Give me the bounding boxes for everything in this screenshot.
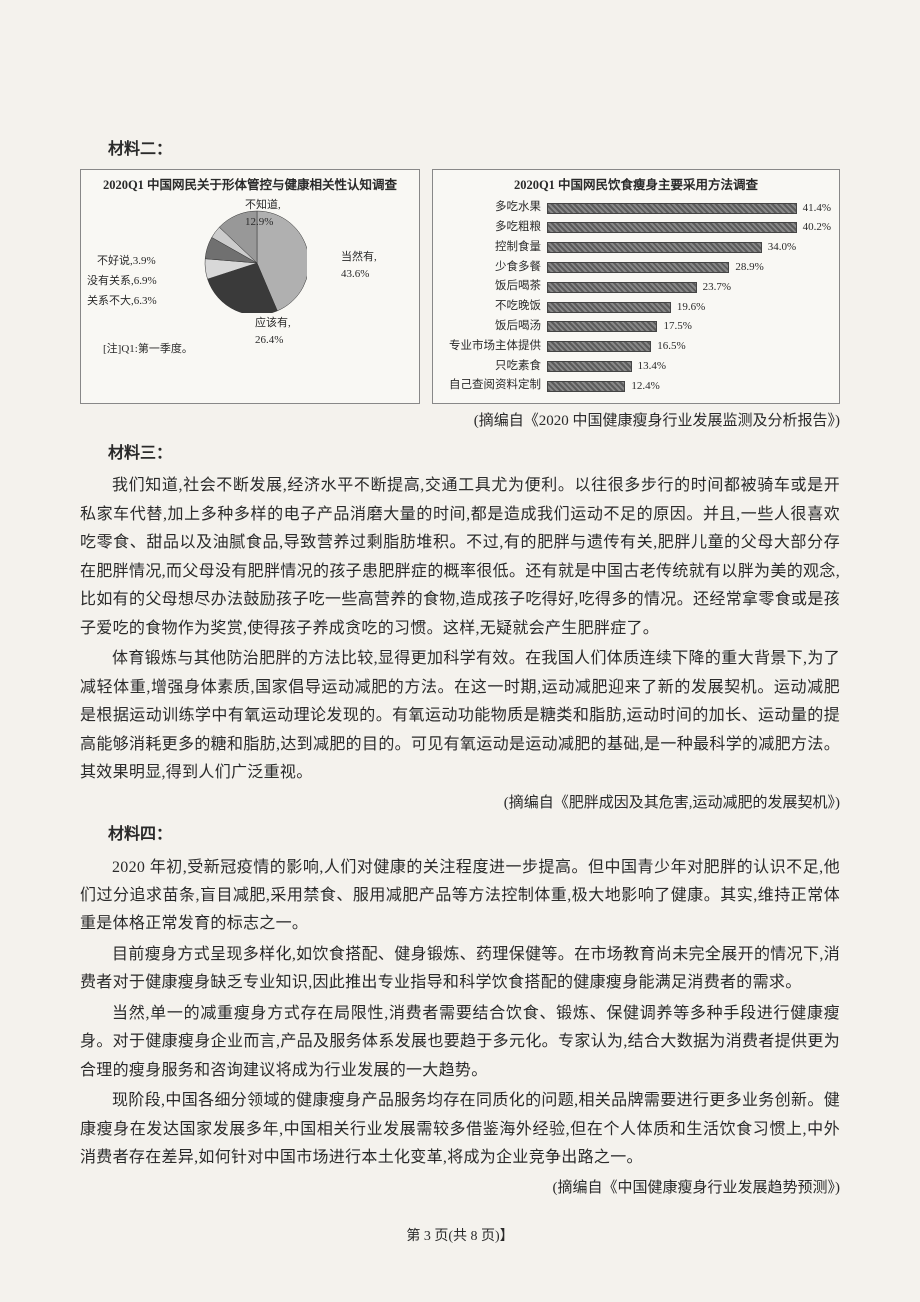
bar-fill — [547, 262, 729, 273]
pie-slice-label: 应该有,26.4% — [255, 315, 291, 349]
section4-p2: 目前瘦身方式呈现多样化,如饮食搭配、健身锻炼、药理保健等。在市场教育尚未完全展开… — [80, 941, 840, 998]
bar-fill — [547, 282, 697, 293]
bar-category: 自己查阅资料定制 — [441, 377, 547, 395]
pie-slice-label: 不知道,12.9% — [245, 197, 281, 231]
bar-title: 2020Q1 中国网民饮食瘦身主要采用方法调查 — [441, 176, 831, 195]
bar-value: 12.4% — [631, 378, 659, 395]
bar-row: 控制食量 34.0% — [441, 239, 831, 257]
bar-value: 17.5% — [663, 318, 691, 335]
pie-slice-label: 没有关系,6.9% — [87, 273, 157, 290]
bar-value: 40.2% — [803, 219, 831, 236]
bar-value: 19.6% — [677, 299, 705, 316]
section4-p1: 2020 年初,受新冠疫情的影响,人们对健康的关注程度进一步提高。但中国青少年对… — [80, 854, 840, 939]
bar-row: 不吃晚饭 19.6% — [441, 298, 831, 316]
citation-2: (摘编自《2020 中国健康瘦身行业发展监测及分析报告》) — [80, 410, 840, 433]
bar-value: 13.4% — [638, 358, 666, 375]
section4-p4: 现阶段,中国各细分领域的健康瘦身产品服务均存在同质化的问题,相关品牌需要进行更多… — [80, 1087, 840, 1172]
bar-row: 只吃素食 13.4% — [441, 358, 831, 376]
bar-fill — [547, 381, 625, 392]
page-footer: 第 3 页(共 8 页)】 — [80, 1226, 840, 1248]
bar-category: 专业市场主体提供 — [441, 338, 547, 356]
bar-fill — [547, 341, 651, 352]
bar-value: 41.4% — [803, 200, 831, 217]
charts-row: 2020Q1 中国网民关于形体管控与健康相关性认知调查 当然有,43.6% 应该有… — [80, 169, 840, 405]
section2-title: 材料二： — [108, 138, 840, 163]
bar-fill — [547, 203, 797, 214]
bar-chart: 2020Q1 中国网民饮食瘦身主要采用方法调查 多吃水果 41.4% 多吃粗粮 40.… — [432, 169, 840, 405]
bar-category: 多吃粗粮 — [441, 219, 547, 237]
section3-p1: 我们知道,社会不断发展,经济水平不断提高,交通工具尤为便利。以往很多步行的时间都… — [80, 472, 840, 643]
bar-category: 不吃晚饭 — [441, 298, 547, 316]
pie-chart: 2020Q1 中国网民关于形体管控与健康相关性认知调查 当然有,43.6% 应该有… — [80, 169, 420, 405]
pie-slice-label: 当然有,43.6% — [341, 249, 377, 283]
pie-title: 2020Q1 中国网民关于形体管控与健康相关性认知调查 — [89, 176, 411, 195]
bar-value: 23.7% — [703, 279, 731, 296]
bar-fill — [547, 302, 671, 313]
bar-fill — [547, 361, 632, 372]
section3-title: 材料三： — [108, 442, 840, 467]
bar-row: 饭后喝汤 17.5% — [441, 318, 831, 336]
bar-category: 控制食量 — [441, 239, 547, 257]
bar-value: 16.5% — [657, 338, 685, 355]
bar-value: 34.0% — [768, 239, 796, 256]
bar-fill — [547, 242, 762, 253]
bar-category: 饭后喝汤 — [441, 318, 547, 336]
section3-p2: 体育锻炼与其他防治肥胖的方法比较,显得更加科学有效。在我国人们体质连续下降的重大… — [80, 645, 840, 787]
bar-fill — [547, 222, 797, 233]
bar-row: 多吃水果 41.4% — [441, 199, 831, 217]
bar-fill — [547, 321, 657, 332]
section4-title: 材料四： — [108, 823, 840, 848]
pie-slice-label: 不好说,3.9% — [97, 253, 156, 270]
bar-row: 专业市场主体提供 16.5% — [441, 338, 831, 356]
bar-row: 自己查阅资料定制 12.4% — [441, 377, 831, 395]
citation-3: (摘编自《肥胖成因及其危害,运动减肥的发展契机》) — [80, 792, 840, 815]
bar-row: 多吃粗粮 40.2% — [441, 219, 831, 237]
bar-row: 饭后喝茶 23.7% — [441, 278, 831, 296]
bar-category: 饭后喝茶 — [441, 278, 547, 296]
section4-p3: 当然,单一的减重瘦身方式存在局限性,消费者需要结合饮食、锻炼、保健调养等多种手段… — [80, 1000, 840, 1085]
pie-slice-label: 关系不大,6.3% — [87, 293, 157, 310]
bar-row: 少食多餐 28.9% — [441, 259, 831, 277]
bar-category: 多吃水果 — [441, 199, 547, 217]
bar-category: 少食多餐 — [441, 259, 547, 277]
citation-4: (摘编自《中国健康瘦身行业发展趋势预测》) — [80, 1177, 840, 1200]
bar-value: 28.9% — [735, 259, 763, 276]
bar-category: 只吃素食 — [441, 358, 547, 376]
